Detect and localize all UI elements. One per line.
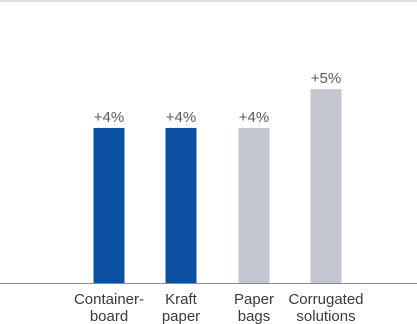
category-label-4: Corrugated solutions [288,291,363,324]
category-label-3: Paper bags [234,291,274,324]
category-label-2: Kraft paper [162,291,200,324]
data-label-3: +4% [239,109,269,126]
bar-2 [165,127,197,283]
category-label-1: Container-board [74,291,144,324]
data-label-4: +5% [311,70,341,87]
data-label-1: +4% [94,109,124,126]
bar-1 [93,127,125,283]
bar-4 [310,89,342,283]
bar-3 [238,127,270,283]
data-label-2: +4% [166,109,196,126]
